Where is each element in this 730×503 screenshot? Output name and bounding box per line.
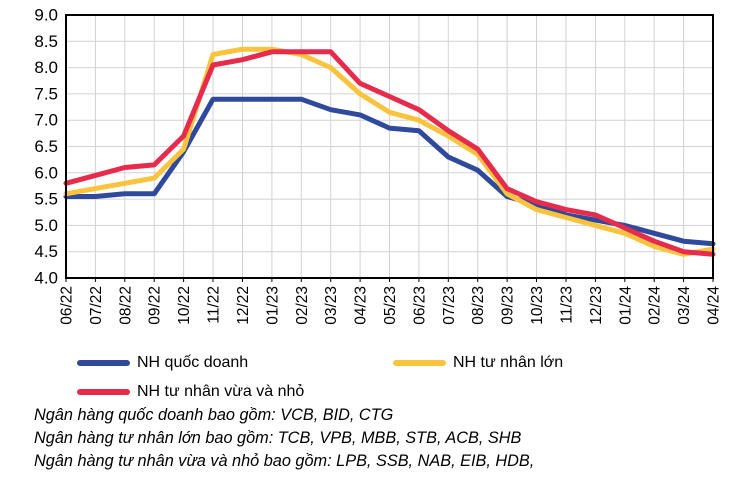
- y-tick-label: 4.5: [34, 242, 58, 261]
- y-tick-label: 5.0: [34, 216, 58, 235]
- legend-swatch-quoc-doanh: [77, 359, 130, 366]
- series-line: [63, 46, 716, 257]
- x-tick-label: 03/24: [676, 286, 693, 325]
- x-tick-label: 08/22: [117, 286, 134, 325]
- series-line: [63, 49, 716, 257]
- x-tick-label: 06/23: [411, 286, 428, 325]
- x-tick-label: 08/23: [470, 286, 487, 325]
- x-tick-label: 04/24: [706, 286, 723, 325]
- y-tick-label: 7.0: [34, 111, 58, 130]
- x-tick-label: 12/22: [235, 286, 252, 325]
- x-tick-label: 04/23: [353, 286, 370, 325]
- legend-label-tu-nhan-vua-nho: NH tư nhân vừa và nhỏ: [137, 383, 305, 400]
- x-tick-label: 12/23: [588, 286, 605, 325]
- legend-label-tu-nhan-lon: NH tư nhân lớn: [453, 354, 564, 371]
- legend-label-quoc-doanh: NH quốc doanh: [137, 354, 249, 371]
- y-tick-label: 8.5: [34, 32, 58, 51]
- x-tick-label: 07/23: [441, 286, 458, 325]
- x-tick-label: 09/23: [500, 286, 517, 325]
- line-chart: 4.0 4.5 5.0 5.5 6.0 6.5 7.0 7.5 8.0 8.5 9.0 06/22 07…: [34, 6, 723, 325]
- legend-item-tu-nhan-vua-nho: NH tư nhân vừa và nhỏ: [77, 382, 304, 401]
- y-tick-label: 8.0: [34, 58, 58, 77]
- y-tick-label: 6.5: [34, 137, 58, 156]
- x-tick-label: 09/22: [147, 286, 164, 325]
- footnotes: Ngân hàng quốc doanh bao gồm: VCB, BID, …: [34, 404, 534, 473]
- x-tick-label: 11/22: [206, 286, 223, 324]
- legend-item-quoc-doanh: NH quốc doanh: [77, 353, 248, 372]
- x-tick-label: 11/23: [559, 286, 576, 324]
- legend-item-tu-nhan-lon: NH tư nhân lớn: [393, 353, 563, 372]
- x-tick-label: 07/22: [88, 286, 105, 325]
- x-tick-label: 01/23: [264, 286, 281, 325]
- x-tick-label: 05/23: [382, 286, 399, 325]
- y-tick-label: 5.5: [34, 190, 58, 209]
- footnote-tu-nhan-lon: Ngân hàng tư nhân lớn bao gồm: TCB, VPB,…: [34, 429, 522, 447]
- x-tick-label: 10/23: [529, 286, 546, 325]
- y-tick-label: 7.5: [34, 84, 58, 103]
- legend-swatch-tu-nhan-lon: [393, 359, 446, 366]
- x-tick-label: 03/23: [323, 286, 340, 325]
- x-tick-label: 10/22: [176, 286, 193, 325]
- footnote-tu-nhan-vua-nho: Ngân hàng tư nhân vừa và nhỏ bao gồm: LP…: [34, 452, 535, 470]
- y-tick-label: 6.0: [34, 163, 58, 182]
- plot-border: [65, 14, 714, 279]
- footnote-quoc-doanh: Ngân hàng quốc doanh bao gồm: VCB, BID, …: [34, 406, 394, 424]
- x-tick-label: 01/24: [617, 286, 634, 325]
- x-tick-label: 02/23: [294, 286, 311, 325]
- x-tick-label: 06/22: [59, 286, 76, 325]
- y-tick-label: 4.0: [34, 269, 58, 288]
- y-tick-label: 9.0: [34, 6, 58, 25]
- legend-swatch-tu-nhan-vua-nho: [77, 388, 130, 395]
- x-tick-label: 02/24: [647, 286, 664, 325]
